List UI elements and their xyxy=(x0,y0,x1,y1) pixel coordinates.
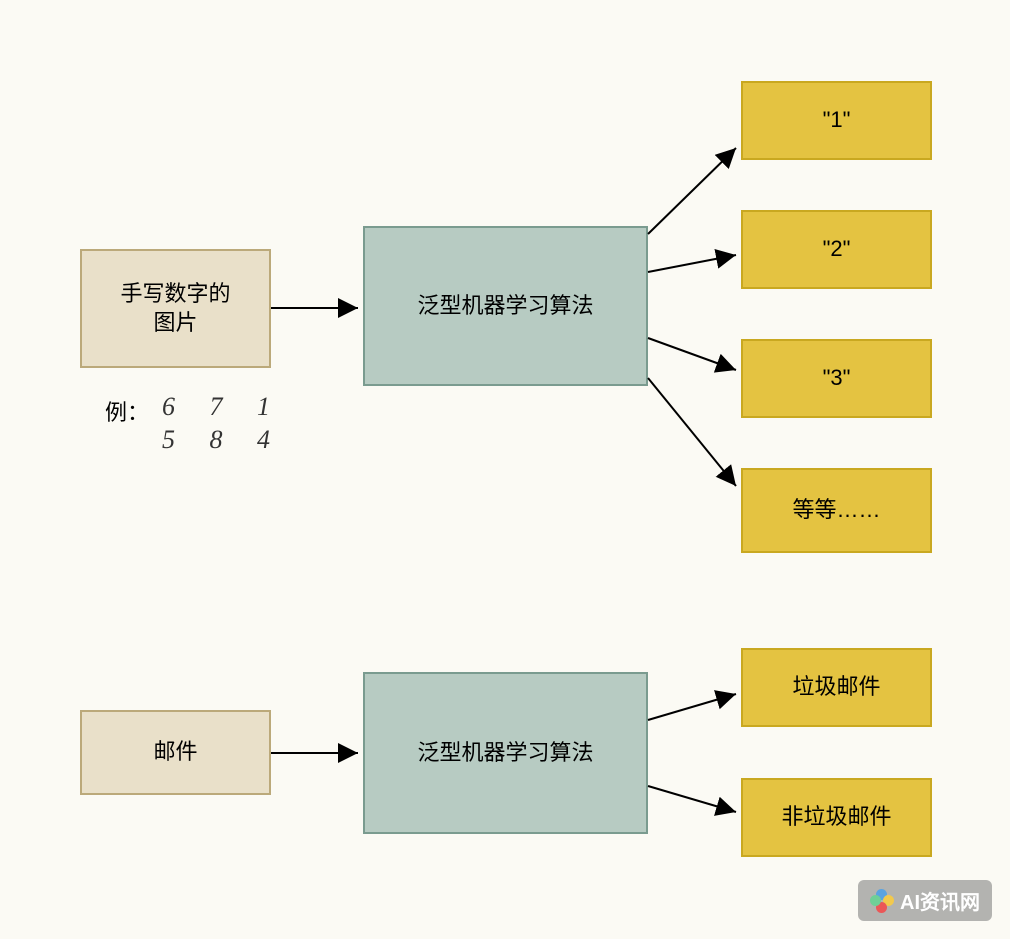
output-box-notspam-label: 非垃圾邮件 xyxy=(781,803,891,832)
process-box-1: 泛型机器学习算法 xyxy=(363,226,648,386)
example-prefix: 例： xyxy=(105,395,149,427)
output-box-3: "3" xyxy=(741,339,932,418)
output-box-1: "1" xyxy=(741,81,932,160)
input-box-mail-label: 邮件 xyxy=(153,738,197,767)
process-box-2-label: 泛型机器学习算法 xyxy=(417,739,593,768)
handwritten-row-2: 5 8 4 xyxy=(162,425,284,455)
output-box-etc-label: 等等…… xyxy=(792,496,880,525)
input-box-digits-label: 手写数字的图片 xyxy=(120,280,230,337)
input-box-digits: 手写数字的图片 xyxy=(80,249,271,368)
arrow xyxy=(648,378,736,486)
process-box-1-label: 泛型机器学习算法 xyxy=(417,292,593,321)
arrow xyxy=(648,694,736,720)
arrow xyxy=(648,338,736,370)
output-box-notspam: 非垃圾邮件 xyxy=(741,778,932,857)
output-box-3-label: "3" xyxy=(823,364,851,393)
output-box-1-label: "1" xyxy=(823,106,851,135)
output-box-etc: 等等…… xyxy=(741,468,932,553)
arrow xyxy=(648,148,736,234)
output-box-spam: 垃圾邮件 xyxy=(741,648,932,727)
output-box-spam-label: 垃圾邮件 xyxy=(792,673,880,702)
handwritten-row-1: 6 7 1 xyxy=(162,392,284,422)
watermark-text: AI资讯网 xyxy=(900,886,980,915)
input-box-mail: 邮件 xyxy=(80,710,271,795)
watermark: AI资讯网 xyxy=(858,880,992,921)
arrow xyxy=(648,255,736,272)
flower-icon xyxy=(870,889,894,913)
arrow xyxy=(648,786,736,812)
output-box-2-label: "2" xyxy=(823,235,851,264)
process-box-2: 泛型机器学习算法 xyxy=(363,672,648,834)
output-box-2: "2" xyxy=(741,210,932,289)
